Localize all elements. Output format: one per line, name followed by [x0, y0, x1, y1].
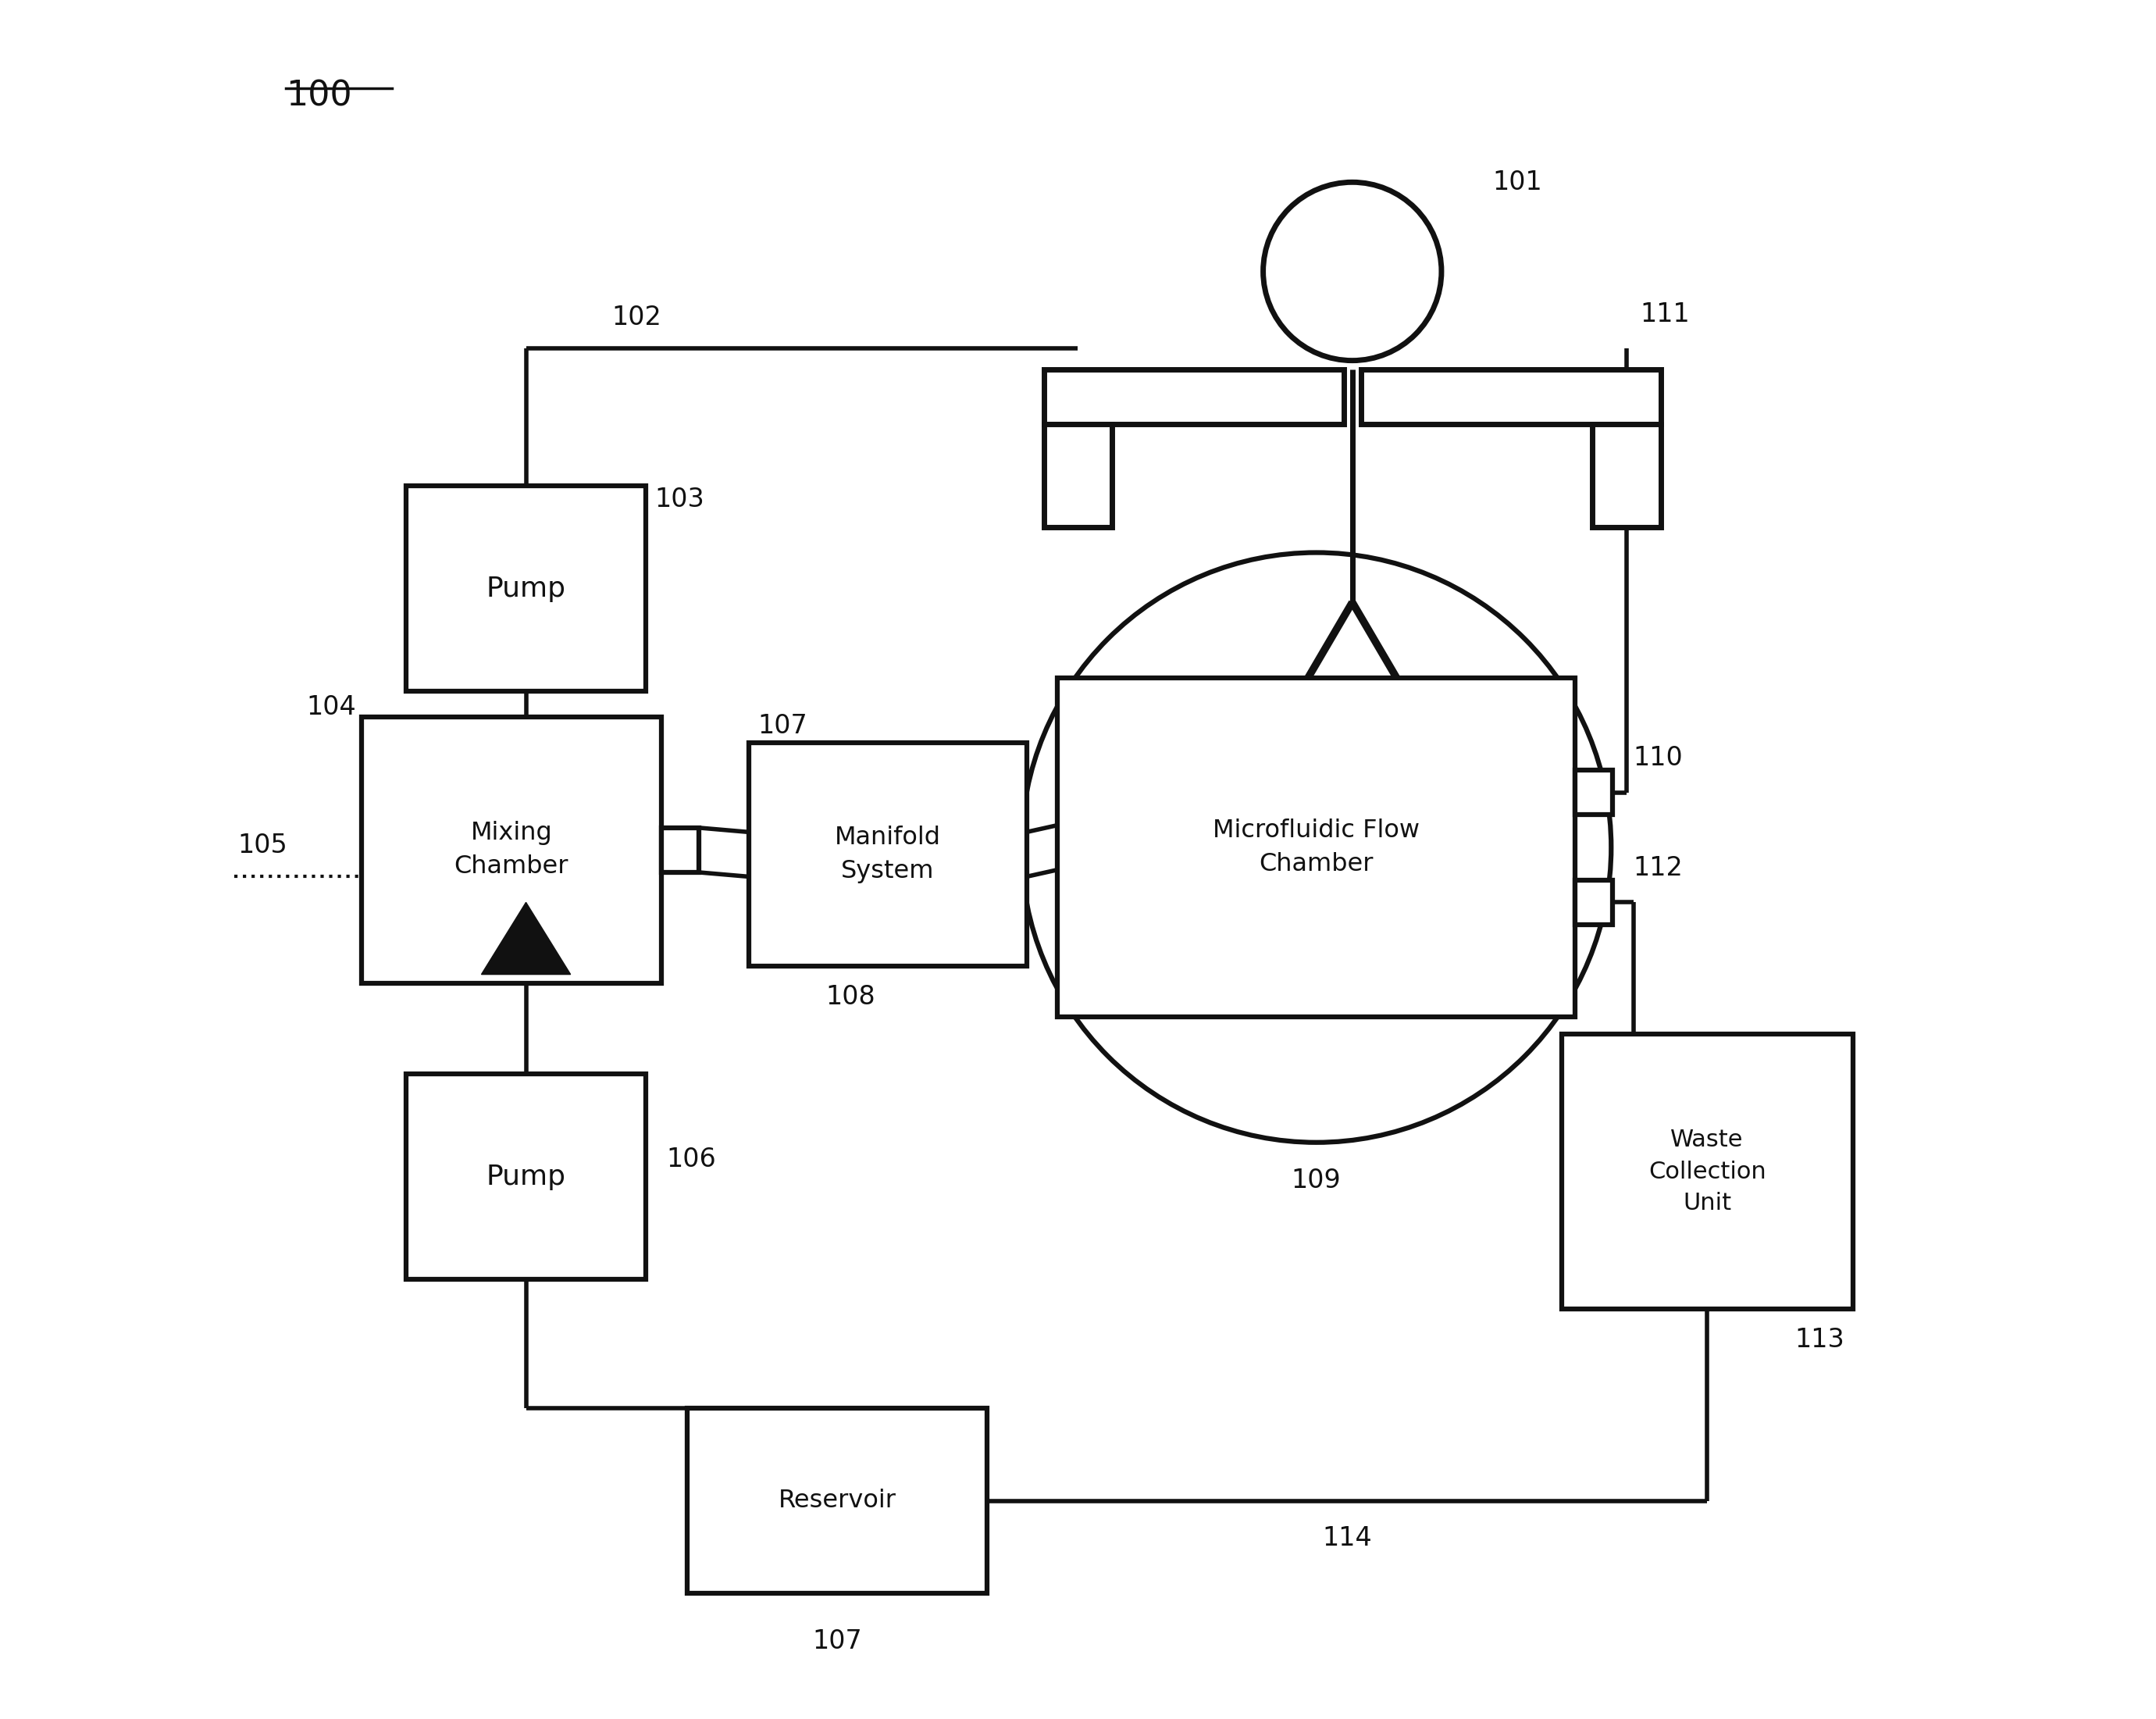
Text: 109: 109 — [1291, 1167, 1341, 1193]
Text: 100: 100 — [287, 79, 351, 113]
Polygon shape — [481, 902, 571, 975]
Bar — [1360, 370, 1660, 425]
Text: 101: 101 — [1492, 170, 1544, 194]
Text: 106: 106 — [666, 1147, 716, 1172]
Text: 112: 112 — [1634, 854, 1684, 880]
Bar — [1056, 677, 1576, 1018]
Bar — [1044, 425, 1112, 526]
Bar — [405, 486, 647, 691]
Text: Pump: Pump — [485, 576, 565, 602]
Bar — [1044, 370, 1343, 425]
Bar — [1561, 1035, 1852, 1308]
Bar — [688, 1408, 987, 1594]
Text: Reservoir: Reservoir — [778, 1489, 897, 1513]
Bar — [1576, 770, 1613, 815]
Text: 103: 103 — [655, 486, 705, 512]
Text: Manifold
System: Manifold System — [834, 825, 940, 884]
Text: 107: 107 — [757, 713, 806, 739]
Bar — [1593, 425, 1660, 526]
Text: Microfluidic Flow
Chamber: Microfluidic Flow Chamber — [1214, 818, 1421, 877]
Text: 114: 114 — [1322, 1526, 1371, 1551]
Bar — [662, 829, 699, 872]
Bar — [748, 743, 1026, 966]
Text: Waste
Collection
Unit: Waste Collection Unit — [1649, 1129, 1766, 1215]
Text: 111: 111 — [1641, 301, 1690, 327]
Text: 113: 113 — [1794, 1327, 1843, 1353]
Text: Pump: Pump — [485, 1164, 565, 1190]
Text: Mixing
Chamber: Mixing Chamber — [455, 822, 569, 878]
Bar — [405, 1074, 647, 1279]
Bar — [362, 717, 662, 983]
Text: 102: 102 — [612, 304, 662, 330]
Text: 110: 110 — [1634, 746, 1684, 772]
Bar — [1576, 880, 1613, 925]
Text: 107: 107 — [813, 1628, 862, 1654]
Text: 104: 104 — [306, 694, 356, 720]
Text: 108: 108 — [826, 983, 875, 1009]
Text: 105: 105 — [237, 834, 287, 860]
